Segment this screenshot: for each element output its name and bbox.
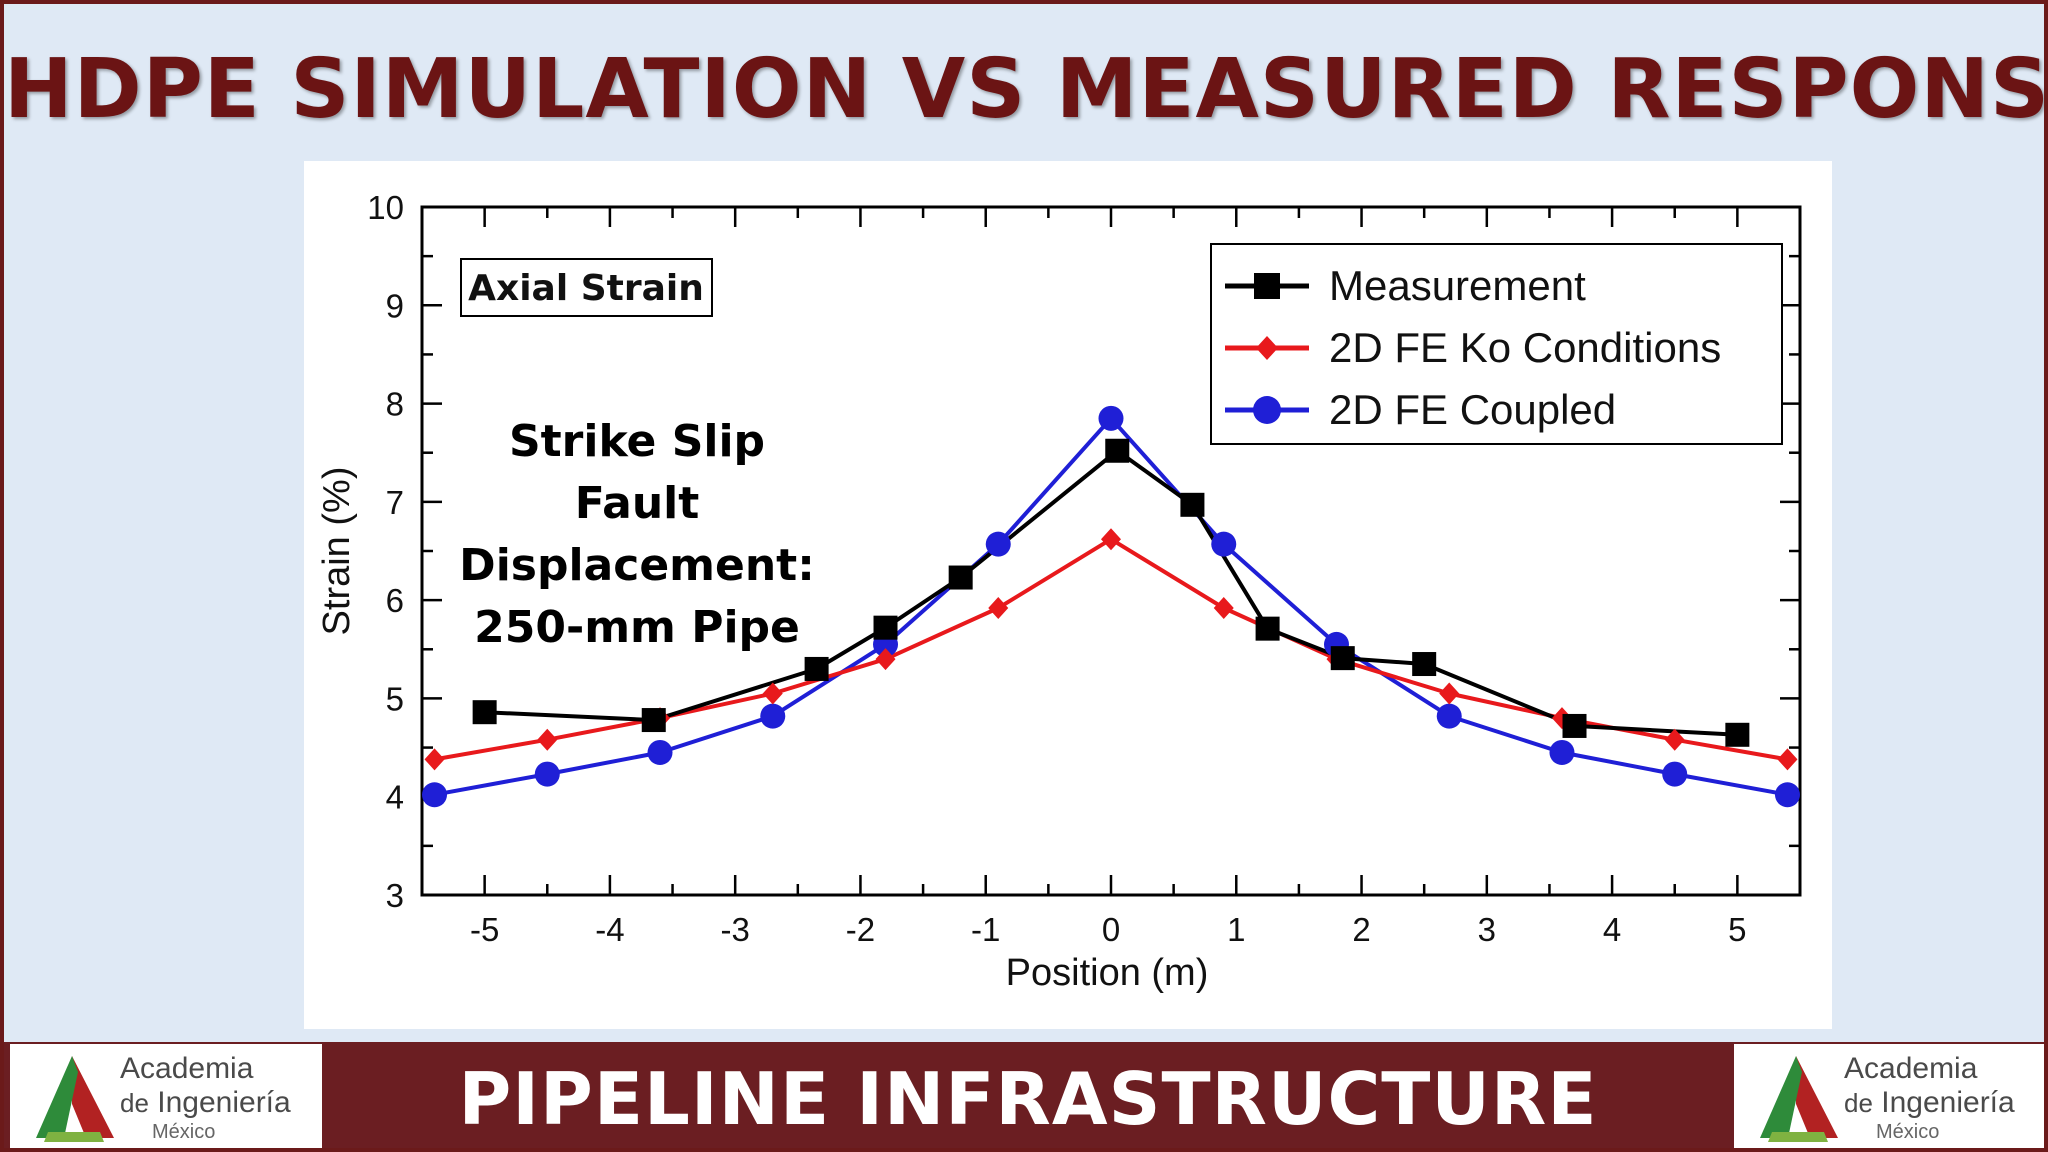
x-tick-label: 0 <box>1102 911 1120 948</box>
measurement-marker <box>472 700 497 725</box>
ko-conditions-marker <box>1213 597 1234 620</box>
y-tick-label: 10 <box>367 189 404 226</box>
axial-strain-box <box>460 258 713 317</box>
ko-conditions-marker <box>537 728 558 751</box>
academia-triangle-icon <box>36 1056 114 1142</box>
ko-conditions-marker <box>424 748 445 771</box>
measurement-marker <box>873 615 898 640</box>
x-tick-label: -3 <box>721 911 750 948</box>
logo-de: de <box>1844 1088 1873 1118</box>
chart-panel: -5 -4 -3 -2 -1 0 1 2 3 4 5 3 4 5 6 7 8 9 10 Position (m) Str… <box>304 161 1832 1029</box>
logo-line-academia: Academia <box>120 1052 254 1085</box>
measurement-marker <box>1412 652 1437 677</box>
y-tick-label: 4 <box>386 779 404 816</box>
legend-square-marker <box>1254 273 1280 299</box>
measurement-marker <box>1180 492 1205 517</box>
axial-strain-label: Axial Strain <box>468 268 704 309</box>
x-tick-label: 5 <box>1728 911 1746 948</box>
measurement-marker <box>1330 646 1355 671</box>
strain-chart: -5 -4 -3 -2 -1 0 1 2 3 4 5 3 4 5 6 7 8 9 10 Position (m) Str… <box>316 189 1802 994</box>
series-line-0 <box>484 448 1738 737</box>
x-tick-label: 1 <box>1227 911 1245 948</box>
y-tick-label: 9 <box>386 287 404 324</box>
coupled-marker <box>422 782 448 808</box>
coupled-marker <box>1211 531 1237 557</box>
x-tick-label: -5 <box>470 911 499 948</box>
x-axis-label: Position (m) <box>1006 952 1209 994</box>
logo-line-mexico: México <box>1876 1121 1940 1143</box>
x-tick-label: -2 <box>846 911 875 948</box>
slide-title: HDPE SIMULATION VS MEASURED RESPONSE <box>4 42 2048 137</box>
ko-conditions-marker <box>762 682 783 705</box>
legend-label: 2D FE Coupled <box>1329 386 1616 433</box>
legend-label: 2D FE Ko Conditions <box>1329 324 1721 371</box>
coupled-marker <box>1662 761 1688 787</box>
legend-diamond-marker <box>1256 336 1278 360</box>
academia-logo-text: Academia de Ingeniería México <box>1844 1052 2015 1143</box>
logo-ingenieria: Ingeniería <box>157 1086 291 1119</box>
y-tick-label: 8 <box>386 386 404 423</box>
measurement-marker <box>948 565 973 590</box>
measurement-marker <box>641 708 666 733</box>
ko-conditions-marker <box>988 597 1009 620</box>
measurement-marker <box>1562 713 1587 738</box>
coupled-marker <box>1098 405 1124 431</box>
y-tick-label: 5 <box>386 680 404 717</box>
ko-conditions-marker <box>875 648 896 671</box>
x-tick-label: -1 <box>971 911 1000 948</box>
logo-line-ingenieria: de Ingeniería <box>120 1088 291 1118</box>
measurement-marker <box>1105 438 1130 463</box>
fault-annotation-line: Fault <box>575 478 700 529</box>
logo-ingenieria: Ingeniería <box>1881 1086 2015 1119</box>
fault-annotation-line: Strike Slip <box>509 416 765 467</box>
x-tick-label: 3 <box>1478 911 1496 948</box>
footer-banner: PIPELINE INFRASTRUCTURE <box>4 1042 2044 1148</box>
measurement-marker <box>1725 722 1750 747</box>
coupled-marker <box>760 703 786 729</box>
academia-triangle-icon <box>1760 1056 1838 1142</box>
coupled-marker <box>534 761 560 787</box>
fault-annotation-line: 250-mm Pipe <box>474 602 800 653</box>
y-tick-label: 6 <box>386 582 404 619</box>
y-tick-label: 7 <box>386 484 404 521</box>
logo-line-academia: Academia <box>1844 1052 1978 1085</box>
ko-conditions-marker <box>1101 528 1121 551</box>
logo-line-mexico: México <box>152 1121 216 1143</box>
legend-label: Measurement <box>1329 262 1586 309</box>
academia-logo-right: Academia de Ingeniería México <box>1734 1044 2044 1148</box>
legend-circle-marker <box>1253 396 1281 424</box>
measurement-marker <box>1255 616 1280 641</box>
x-tick-label: 2 <box>1352 911 1370 948</box>
y-axis-label: Strain (%) <box>316 467 358 636</box>
x-tick-label: -4 <box>595 911 624 948</box>
footer-title: PIPELINE INFRASTRUCTURE <box>458 1057 1598 1141</box>
logo-de: de <box>120 1088 149 1118</box>
ko-conditions-marker <box>1439 682 1460 705</box>
coupled-marker <box>647 739 673 765</box>
logo-line-ingenieria: de Ingeniería <box>1844 1088 2015 1118</box>
fault-annotation-line: Displacement: <box>459 540 815 591</box>
x-tick-label: 4 <box>1603 911 1621 948</box>
coupled-marker <box>985 531 1011 557</box>
measurement-marker <box>804 656 829 681</box>
coupled-marker <box>1436 703 1462 729</box>
ko-conditions-marker <box>1664 728 1685 751</box>
coupled-marker <box>1774 782 1800 808</box>
academia-logo-left: Academia de Ingeniería México <box>10 1044 322 1148</box>
academia-logo-text: Academia de Ingeniería México <box>120 1052 291 1143</box>
ko-conditions-marker <box>1777 748 1798 771</box>
y-tick-label: 3 <box>386 877 404 914</box>
coupled-marker <box>1549 739 1575 765</box>
